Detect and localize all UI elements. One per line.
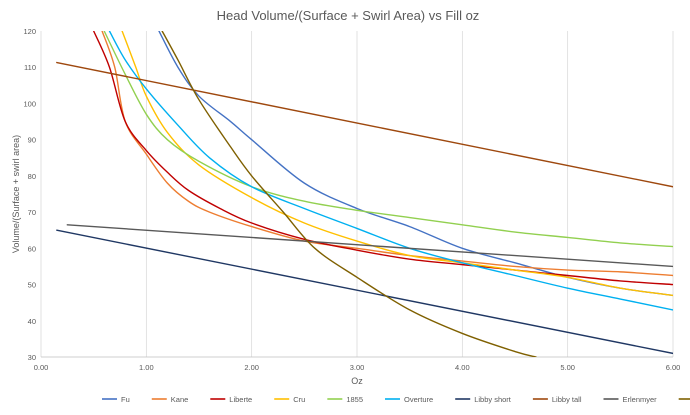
series-line-v-shape (161, 31, 537, 357)
legend-item: Fu (102, 395, 130, 404)
y-tick-label: 30 (28, 353, 36, 362)
legend-item: 1855 (327, 395, 363, 404)
legend-label: 1855 (346, 395, 363, 404)
legend-item: Cru (274, 395, 305, 404)
x-tick-label: 3.00 (350, 363, 365, 372)
y-tick-label: 80 (28, 172, 36, 181)
legend-item: Overture (385, 395, 433, 404)
legend-label: Liberte (229, 395, 252, 404)
y-tick-label: 70 (28, 208, 36, 217)
y-tick-label: 110 (24, 63, 36, 72)
legend-item: Libby short (455, 395, 512, 404)
legend-item: Liberte (210, 395, 252, 404)
y-tick-label: 50 (28, 281, 36, 290)
legend-label: Libby short (474, 395, 512, 404)
series-line-cru (121, 31, 673, 297)
y-axis-label: Volume/(Surface + swirl area) (11, 135, 21, 253)
legend-item: Erlenmyer (603, 395, 658, 404)
series-line-1855 (103, 31, 673, 248)
legend-label: Libby tall (552, 395, 582, 404)
gridlines (40, 31, 674, 357)
legend-item: Kane (151, 395, 189, 404)
x-tick-label: 1.00 (139, 363, 154, 372)
legend-label: Fu (121, 395, 130, 404)
legend-label: Overture (404, 395, 433, 404)
legend-item: V-shape (678, 398, 690, 400)
y-tick-label: 120 (23, 27, 36, 36)
y-tick-label: 100 (23, 99, 36, 108)
y-tick-label: 40 (28, 317, 36, 326)
chart-title: Head Volume/(Surface + Swirl Area) vs Fi… (217, 8, 480, 23)
y-axis-ticks: 30 40 50 60 70 80 90 100 110 120 (23, 27, 36, 362)
legend-label: Kane (171, 395, 189, 404)
series-line-libby-tall (56, 61, 673, 188)
x-tick-label: 0.00 (34, 363, 49, 372)
legend-label: Erlenmyer (623, 395, 658, 404)
legend: Fu Kane Liberte Cru 1855 Overture Libby short L… (102, 395, 690, 404)
series-line-kane (101, 31, 673, 277)
x-tick-label: 6.00 (666, 363, 681, 372)
x-tick-label: 5.00 (560, 363, 575, 372)
legend-item: Libby tall (532, 395, 582, 404)
series-line-libby-short (56, 229, 673, 355)
legend-label: Cru (293, 395, 305, 404)
series-line-overture (108, 31, 673, 311)
y-tick-label: 60 (28, 244, 36, 253)
x-axis-ticks: 0.00 1.00 2.00 3.00 4.00 5.00 6.00 (34, 363, 681, 372)
x-axis-label: Oz (351, 376, 363, 386)
series-line-erlenmyer (66, 224, 673, 268)
x-tick-label: 4.00 (455, 363, 470, 372)
x-tick-label: 2.00 (244, 363, 259, 372)
y-tick-label: 90 (28, 136, 36, 145)
series-layer (56, 31, 673, 357)
